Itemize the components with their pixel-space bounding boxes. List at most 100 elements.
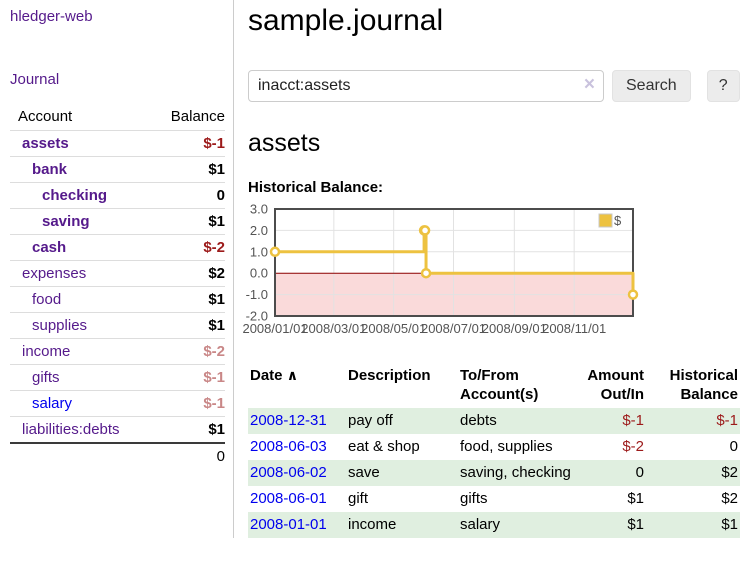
clear-search-icon[interactable]: × <box>583 74 595 95</box>
main-content: sample.journal × Search ? assets Histori… <box>234 0 742 538</box>
account-link[interactable]: supplies <box>32 317 88 334</box>
legend-label: $ <box>614 213 622 228</box>
register-col-description: Description <box>348 367 431 384</box>
register-col-accounts: To/From Account(s) <box>460 367 539 403</box>
x-tick-label: 2008/11/01 <box>542 321 606 336</box>
transaction-amount: $1 <box>627 490 644 507</box>
account-row: saving $1 <box>10 208 225 235</box>
historical-balance-chart[interactable]: $3.0 2.0 1.0 0.0 -1.0 -2.0 2008/01/01 2008/03/0… <box>242 202 740 340</box>
account-balance: $1 <box>147 208 225 235</box>
register-row: 2008-06-03 eat & shop food, supplies $-2… <box>248 434 740 460</box>
x-tick-label: 2008/03/01 <box>301 321 366 336</box>
transaction-amount: $-2 <box>622 438 644 455</box>
y-tick-label: -2.0 <box>246 309 268 324</box>
account-row: expenses $2 <box>10 260 225 287</box>
account-link[interactable]: liabilities:debts <box>22 421 120 438</box>
sidebar: hledger-web Journal Account Balance asse… <box>0 0 234 538</box>
legend-swatch-icon <box>598 213 613 228</box>
accounts-total-row: 0 <box>10 442 225 468</box>
account-balance: $1 <box>147 156 225 183</box>
accounts-col-account: Account <box>10 106 148 131</box>
transaction-date-link[interactable]: 2008-06-03 <box>250 438 327 455</box>
accounts-table: Account Balance assets $-1 ban <box>10 106 225 468</box>
account-link[interactable]: saving <box>42 213 90 230</box>
transaction-balance: $2 <box>721 464 738 481</box>
transaction-amount: 0 <box>635 464 644 481</box>
account-link[interactable]: gifts <box>32 369 60 386</box>
account-balance: $-2 <box>147 338 225 365</box>
account-link[interactable]: food <box>32 291 62 308</box>
account-link[interactable]: assets <box>22 135 69 152</box>
y-tick-label: 0.0 <box>250 266 268 281</box>
hledger-web-app: hledger-web Journal Account Balance asse… <box>0 0 742 538</box>
register-table: Date ∧ Description To/From Account(s) Am… <box>248 364 740 538</box>
account-row: assets $-1 <box>10 130 225 157</box>
x-tick-label: 2008/09/01 <box>482 321 547 336</box>
search-form: × Search ? <box>248 70 740 102</box>
sort-asc-icon: ∧ <box>286 367 299 383</box>
account-balance: $-2 <box>147 234 225 261</box>
account-row: bank $1 <box>10 156 225 183</box>
y-tick-label: 1.0 <box>250 244 268 259</box>
transaction-accounts: salary <box>460 516 501 533</box>
account-row: checking 0 <box>10 182 225 209</box>
transaction-balance: $1 <box>721 516 738 533</box>
transaction-balance: $-1 <box>716 412 738 429</box>
account-row: income $-2 <box>10 338 225 365</box>
register-row: 2008-01-01 income salary $1 $1 <box>248 512 740 538</box>
x-tick-label: 2008/01/01 <box>242 321 307 336</box>
y-tick-label: -1.0 <box>246 287 268 302</box>
transaction-accounts: saving, checking <box>460 464 571 481</box>
account-link[interactable]: bank <box>32 161 68 178</box>
brand-link[interactable]: hledger-web <box>10 8 93 25</box>
x-tick-label: 2008/07/01 <box>421 321 486 336</box>
account-link[interactable]: cash <box>32 239 67 256</box>
account-row: supplies $1 <box>10 312 225 339</box>
account-link[interactable]: income <box>22 343 71 360</box>
transaction-amount: $1 <box>627 516 644 533</box>
chart-title: Historical Balance: <box>248 179 384 196</box>
transaction-accounts: gifts <box>460 490 488 507</box>
register-header-row: Date ∧ Description To/From Account(s) Am… <box>248 364 740 408</box>
register-row: 2008-06-01 gift gifts $1 $2 <box>248 486 740 512</box>
account-balance: $1 <box>147 416 225 444</box>
search-input[interactable] <box>248 70 604 102</box>
register-col-date[interactable]: Date ∧ <box>250 367 299 384</box>
account-balance: $1 <box>147 312 225 339</box>
transaction-description: income <box>348 516 397 533</box>
help-button[interactable]: ? <box>706 70 740 102</box>
account-balance: $2 <box>147 260 225 287</box>
transaction-balance: $2 <box>721 490 738 507</box>
transaction-date-link[interactable]: 2008-01-01 <box>250 516 327 533</box>
transaction-description: save <box>348 464 380 481</box>
register-row: 2008-06-02 save saving, checking 0 $2 <box>248 460 740 486</box>
account-row: salary $-1 <box>10 390 225 417</box>
transaction-accounts: debts <box>460 412 497 429</box>
register-col-balance: Historical Balance <box>669 367 738 403</box>
transaction-date-link[interactable]: 2008-06-02 <box>250 464 327 481</box>
account-row: liabilities:debts $1 <box>10 416 225 444</box>
transaction-description: eat & shop <box>348 438 420 455</box>
transaction-amount: $-1 <box>622 412 644 429</box>
account-link[interactable]: expenses <box>22 265 87 282</box>
account-heading: assets <box>248 129 321 157</box>
chart-canvas[interactable]: $3.0 2.0 1.0 0.0 -1.0 -2.02008/01/012008/03/0… <box>242 202 640 340</box>
account-balance: 0 <box>147 182 225 209</box>
accounts-total-value: 0 <box>147 442 225 468</box>
accounts-col-balance: Balance <box>147 106 225 131</box>
account-balance: $1 <box>147 286 225 313</box>
page-title: sample.journal <box>248 4 444 37</box>
sidebar-item-journal[interactable]: Journal <box>10 71 60 88</box>
transaction-accounts: food, supplies <box>460 438 553 455</box>
transaction-date-link[interactable]: 2008-12-31 <box>250 412 327 429</box>
account-balance: $-1 <box>147 364 225 391</box>
search-button[interactable]: Search <box>612 70 691 102</box>
register-row: 2008-12-31 pay off debts $-1 $-1 <box>248 408 740 434</box>
account-link[interactable]: checking <box>42 187 108 204</box>
account-row: food $1 <box>10 286 225 313</box>
transaction-description: gift <box>348 490 369 507</box>
account-link[interactable]: salary <box>32 395 73 412</box>
transaction-date-link[interactable]: 2008-06-01 <box>250 490 327 507</box>
x-tick-label: 2008/05/01 <box>361 321 426 336</box>
account-row: cash $-2 <box>10 234 225 261</box>
